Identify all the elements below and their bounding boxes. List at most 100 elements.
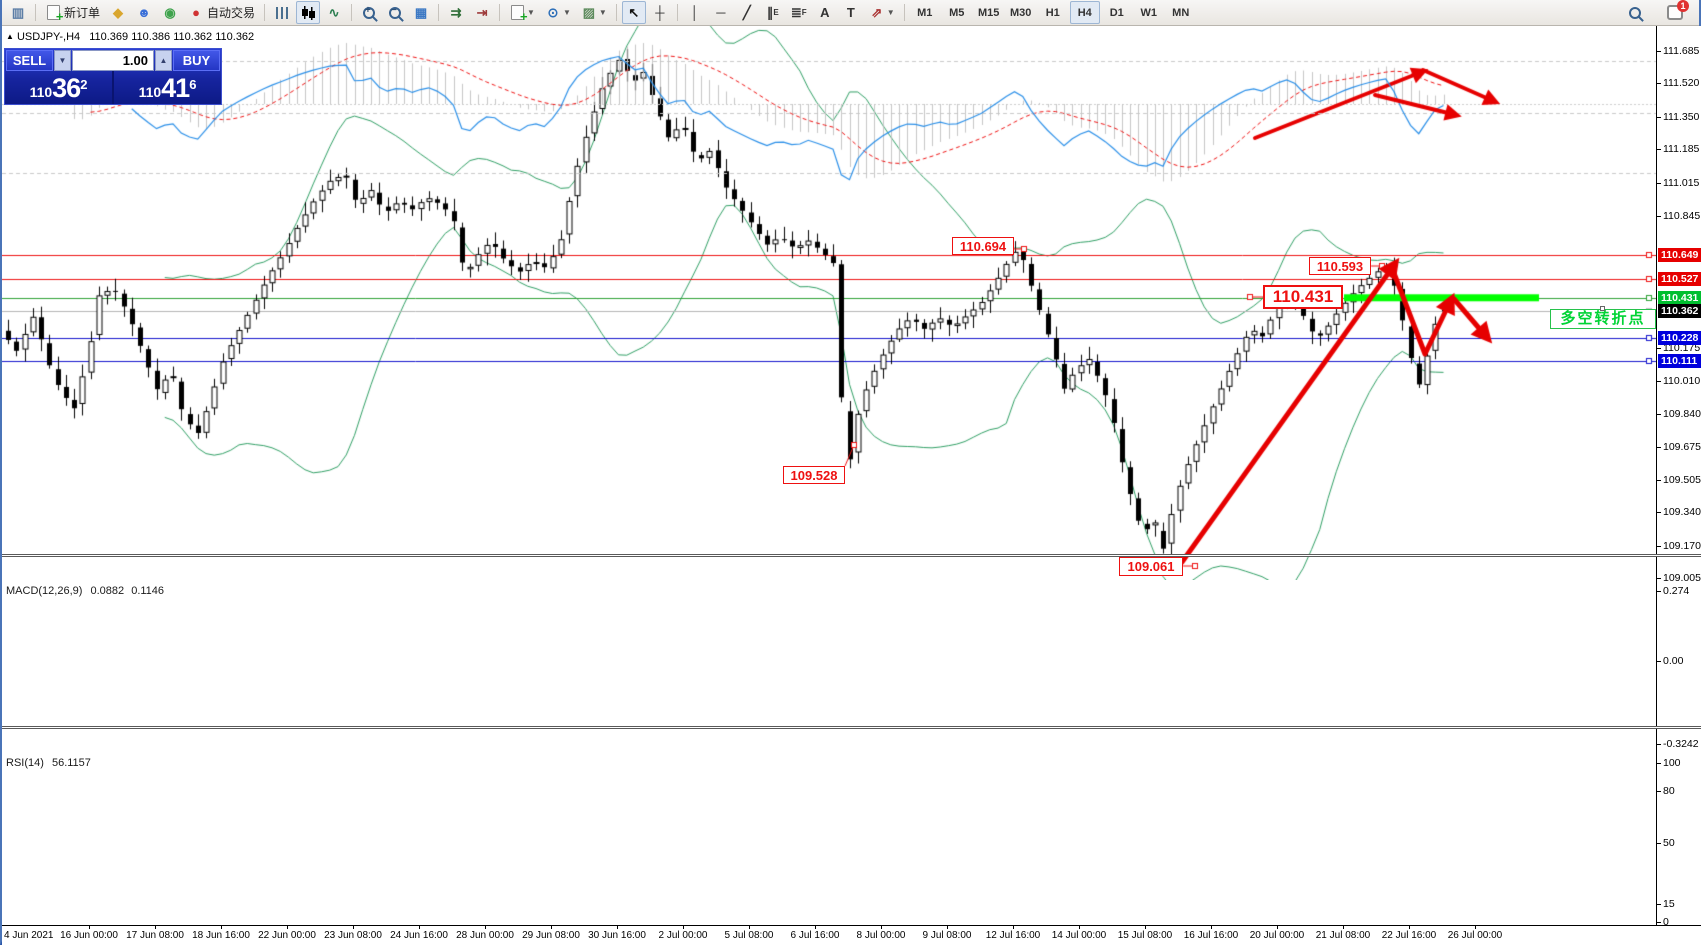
timeframe-m15[interactable]: M15 <box>978 6 1000 19</box>
price-scale-label: 111.685 <box>1663 45 1700 57</box>
buy-button[interactable]: BUY <box>173 50 220 71</box>
timeframe-h4[interactable]: H4 <box>1069 1 1100 24</box>
auto-scroll-icon: ⇉ <box>450 4 462 20</box>
timeframe-m1[interactable]: M1 <box>917 6 933 19</box>
time-axis-label: 6 Jul 16:00 <box>790 930 840 941</box>
sell-button[interactable]: SELL <box>6 50 53 71</box>
time-axis-tick <box>485 926 486 929</box>
search-button[interactable] <box>1623 1 1647 24</box>
dropdown-arrow-icon[interactable]: ▼ <box>562 8 571 17</box>
timeframe-d1[interactable]: D1 <box>1109 6 1124 19</box>
rsi-panel-canvas[interactable] <box>2 26 1656 196</box>
time-axis-label: 26 Jul 00:00 <box>1447 930 1503 941</box>
toolbar-button-candle-chart[interactable] <box>296 1 321 24</box>
price-scale-tick <box>1657 149 1661 150</box>
line-chart-icon: ∿ <box>328 4 340 20</box>
toolbar-button-signals[interactable]: ◉ <box>158 1 182 24</box>
toolbar-button-hline[interactable]: ─ <box>709 1 733 24</box>
toolbar-button-cursor[interactable]: ↖ <box>621 1 646 24</box>
toolbar-button-profile[interactable]: ☻ <box>132 1 156 24</box>
toolbar-button-trendline[interactable]: ╱ <box>735 1 759 24</box>
bull-bear-turning-point-note[interactable]: 多空转折点 <box>1550 309 1656 329</box>
toolbar-button-eraser[interactable]: ◆ <box>106 1 130 24</box>
price-scale-label: 109.170 <box>1663 540 1701 552</box>
cursor-icon: ↖ <box>628 4 640 20</box>
panel-divider[interactable] <box>2 726 1701 729</box>
toolbar-button-text-label[interactable]: T <box>839 1 863 24</box>
toolbar-button-tile-windows[interactable]: ▦ <box>409 1 433 24</box>
toolbar-button-channel[interactable]: ∥ E <box>761 1 785 24</box>
price-badge-110.362: 110.362 <box>1658 304 1701 318</box>
price-scale-tick <box>1657 512 1661 513</box>
toolbar-button-periods[interactable]: ⊙ ▼ <box>541 1 575 24</box>
price-scale-label: 109.505 <box>1663 474 1701 486</box>
timeframe-mn[interactable]: MN <box>1172 6 1190 19</box>
time-axis-tick <box>683 926 684 929</box>
dropdown-arrow-icon[interactable]: ▼ <box>886 8 895 17</box>
panel-divider[interactable] <box>2 554 1701 557</box>
toolbar-button-chart-mini[interactable]: ▥ <box>6 1 30 24</box>
timeframe-m5[interactable]: M5 <box>949 6 965 19</box>
price-scale-tick <box>1657 381 1661 382</box>
indicator-scale-tick <box>1657 904 1661 905</box>
time-axis-tick <box>1343 926 1344 929</box>
dropdown-arrow-icon[interactable]: ▼ <box>527 8 535 17</box>
toolbar-button-text[interactable]: A <box>813 1 837 24</box>
toolbar-button-line-chart[interactable]: ∿ <box>322 1 346 24</box>
toolbar-button-zoom-out[interactable]: − <box>383 1 407 24</box>
price-annotation-109.528[interactable]: 109.528 <box>783 466 845 484</box>
indicator-scale-tick <box>1657 661 1661 662</box>
toolbar-separator <box>438 4 440 21</box>
timeframe-m30[interactable]: M30 <box>1010 6 1032 19</box>
buy-price[interactable]: 110 41 6 <box>114 71 221 104</box>
price-badge-110.228: 110.228 <box>1658 331 1701 345</box>
volume-input[interactable]: 1.00 <box>72 50 154 71</box>
chart-area[interactable]: ▲ USDJPY-,H4 110.369 110.386 110.362 110… <box>2 26 1656 925</box>
note-selection-handle[interactable] <box>1600 306 1605 311</box>
price-badge-110.649: 110.649 <box>1658 248 1701 262</box>
time-axis-tick <box>1145 926 1146 929</box>
indicator-scale-tick <box>1657 763 1661 764</box>
one-click-trade-panel: SELL ▼ 1.00 ▲ BUY 110 36 2 110 41 6 <box>4 48 222 105</box>
toolbar-button-zoom-in[interactable]: + <box>357 1 381 24</box>
toolbar-button-crosshair[interactable]: ┼ <box>648 1 672 24</box>
templates-icon: ▨ <box>582 4 596 20</box>
autotrading-icon: ● <box>192 4 200 20</box>
sell-price-sup: 2 <box>80 77 88 92</box>
time-axis-tick <box>815 926 816 929</box>
price-annotation-110.593[interactable]: 110.593 <box>1309 257 1371 275</box>
price-annotation-110.694[interactable]: 110.694 <box>952 237 1014 255</box>
toolbar-button-templates[interactable]: ▨ ▼ <box>577 1 611 24</box>
notifications-button[interactable]: 1 <box>1663 0 1689 24</box>
timeframe-w1[interactable]: W1 <box>1140 6 1157 19</box>
price-scale-label: 109.340 <box>1663 506 1701 518</box>
indicator-scale-tick <box>1657 791 1661 792</box>
toolbar-button-indicators[interactable]: ▼ <box>505 1 539 25</box>
volume-decrease-button[interactable]: ▼ <box>54 50 71 71</box>
volume-increase-button[interactable]: ▲ <box>155 50 172 71</box>
price-scale-label: 111.185 <box>1663 143 1700 155</box>
toolbar-separator <box>35 4 36 21</box>
time-axis: 4 Jun 2021 16 Jun 00:00 17 Jun 08:00 18 Jun… <box>2 925 1701 945</box>
timeframe-h1[interactable]: H1 <box>1045 6 1060 19</box>
price-annotation-110.431[interactable]: 110.431 <box>1263 285 1343 309</box>
price-scale-label: 109.675 <box>1663 441 1701 453</box>
sell-price[interactable]: 110 36 2 <box>5 71 114 104</box>
chart-mini-icon: ▥ <box>11 4 25 20</box>
toolbar-button-chart-shift[interactable]: ⇥ <box>470 1 494 24</box>
toolbar-button-auto-scroll[interactable]: ⇉ <box>444 1 468 24</box>
price-annotation-109.061[interactable]: 109.061 <box>1119 557 1183 576</box>
toolbar-separator <box>676 4 678 21</box>
toolbar-button-new-order[interactable]: 新订单 <box>41 1 104 25</box>
time-axis-label: 20 Jul 00:00 <box>1249 930 1305 941</box>
toolbar-button-bar-chart[interactable] <box>270 1 294 24</box>
time-axis-label: 15 Jul 08:00 <box>1117 930 1173 941</box>
toolbar-button-fibonacci[interactable]: ≣ F <box>787 1 811 24</box>
toolbar-button-autotrading[interactable]: ● 自动交易 <box>184 1 259 24</box>
dropdown-arrow-icon[interactable]: ▼ <box>598 8 607 17</box>
crosshair-icon: ┼ <box>655 4 665 20</box>
price-scale-tick <box>1657 183 1661 184</box>
toolbar-button-vline[interactable]: │ <box>683 1 707 24</box>
toolbar-button-shapes[interactable]: ⇗ ▼ <box>865 1 899 24</box>
